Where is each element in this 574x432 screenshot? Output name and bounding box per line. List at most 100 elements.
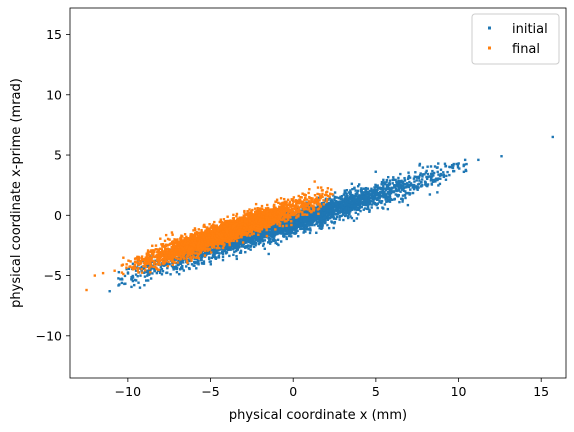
scatter-point xyxy=(296,217,299,220)
scatter-point xyxy=(285,227,288,231)
scatter-point xyxy=(274,239,277,242)
scatter-point xyxy=(352,207,355,210)
scatter-point xyxy=(259,232,262,236)
scatter-point xyxy=(342,201,345,204)
scatter-point xyxy=(321,204,324,207)
scatter-point xyxy=(418,179,421,182)
scatter-point xyxy=(180,266,183,269)
scatter-point xyxy=(299,219,303,223)
scatter-point xyxy=(272,239,275,243)
scatter-point xyxy=(239,238,242,241)
scatter-point xyxy=(249,242,252,245)
scatter-point xyxy=(334,217,338,221)
scatter-point xyxy=(337,196,341,200)
scatter-point xyxy=(190,263,194,266)
scatter-point xyxy=(323,211,326,215)
scatter-point xyxy=(247,238,251,241)
scatter-point xyxy=(193,261,196,264)
scatter-point xyxy=(309,227,312,230)
scatter-point xyxy=(161,242,165,246)
scatter-point xyxy=(294,211,297,214)
scatter-point xyxy=(317,196,321,199)
scatter-point xyxy=(226,243,230,246)
scatter-point xyxy=(400,197,403,201)
scatter-point xyxy=(276,224,279,227)
scatter-point xyxy=(364,187,368,191)
scatter-point xyxy=(297,235,300,238)
scatter-point xyxy=(261,234,264,237)
scatter-point xyxy=(251,241,254,244)
scatter-point xyxy=(216,244,220,247)
scatter-point xyxy=(289,230,292,234)
scatter-point xyxy=(130,285,133,289)
scatter-point xyxy=(347,212,351,216)
scatter-point xyxy=(401,194,405,197)
scatter-point xyxy=(347,191,351,194)
scatter-point xyxy=(336,202,339,205)
scatter-point xyxy=(290,223,293,227)
scatter-point xyxy=(392,176,395,179)
scatter-point xyxy=(369,200,372,203)
scatter-point xyxy=(285,237,288,241)
scatter-point xyxy=(235,212,239,216)
scatter-point xyxy=(296,223,299,226)
scatter-point xyxy=(158,271,162,275)
scatter-point xyxy=(351,208,354,212)
scatter-point xyxy=(431,169,434,173)
scatter-point xyxy=(283,224,287,228)
scatter-point xyxy=(279,227,282,230)
scatter-point xyxy=(239,249,243,253)
scatter-point xyxy=(315,207,318,210)
scatter-point xyxy=(372,197,375,200)
scatter-point xyxy=(551,135,554,139)
scatter-point xyxy=(273,224,276,227)
scatter-point xyxy=(302,227,306,231)
scatter-point xyxy=(274,241,277,245)
scatter-point xyxy=(135,257,138,260)
scatter-point xyxy=(373,188,376,192)
scatter-point xyxy=(395,181,399,185)
scatter-point xyxy=(465,162,468,166)
scatter-point xyxy=(125,267,128,271)
scatter-point xyxy=(291,220,295,223)
scatter-point xyxy=(363,191,366,194)
scatter-point xyxy=(312,215,315,219)
scatter-point xyxy=(345,193,348,196)
scatter-point xyxy=(383,182,386,185)
scatter-point xyxy=(237,236,240,240)
scatter-point xyxy=(373,186,376,189)
scatter-point xyxy=(350,204,353,208)
scatter-point xyxy=(144,256,147,259)
scatter-point xyxy=(315,217,318,220)
scatter-point xyxy=(403,179,407,182)
scatter-point xyxy=(206,249,209,252)
scatter-point xyxy=(200,256,203,260)
scatter-point xyxy=(316,215,320,218)
scatter-point xyxy=(315,197,319,200)
scatter-point xyxy=(227,245,231,249)
scatter-point xyxy=(131,276,135,279)
scatter-point xyxy=(429,179,433,182)
scatter-point xyxy=(360,196,363,200)
scatter-point xyxy=(342,206,345,209)
scatter-point xyxy=(435,166,439,169)
scatter-point xyxy=(324,209,327,212)
scatter-point xyxy=(457,162,460,165)
scatter-point xyxy=(344,214,348,217)
scatter-point xyxy=(137,281,140,284)
scatter-point xyxy=(203,223,206,227)
scatter-point xyxy=(293,223,296,227)
scatter-point xyxy=(308,224,311,227)
scatter-point xyxy=(407,191,410,195)
scatter-point xyxy=(130,276,133,279)
scatter-point xyxy=(131,279,135,283)
scatter-point xyxy=(196,258,199,261)
scatter-point xyxy=(301,221,304,224)
scatter-point xyxy=(326,209,329,212)
scatter-point xyxy=(306,208,310,211)
scatter-point xyxy=(477,158,480,162)
scatter-point xyxy=(417,186,420,189)
scatter-point xyxy=(170,257,173,261)
scatter-point xyxy=(365,201,368,204)
scatter-point xyxy=(122,256,125,259)
